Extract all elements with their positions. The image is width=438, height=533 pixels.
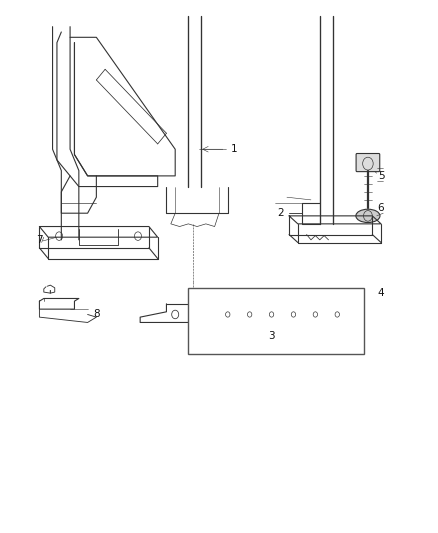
Text: 1: 1	[231, 144, 238, 154]
Ellipse shape	[356, 209, 380, 223]
Text: 6: 6	[378, 203, 385, 213]
FancyBboxPatch shape	[356, 154, 380, 172]
Text: 3: 3	[268, 331, 275, 341]
Text: 7: 7	[36, 235, 43, 245]
Text: 2: 2	[277, 208, 284, 218]
Text: 8: 8	[93, 310, 100, 319]
Bar	[188, 288, 364, 354]
Text: 4: 4	[378, 288, 385, 298]
Text: 5: 5	[378, 171, 385, 181]
